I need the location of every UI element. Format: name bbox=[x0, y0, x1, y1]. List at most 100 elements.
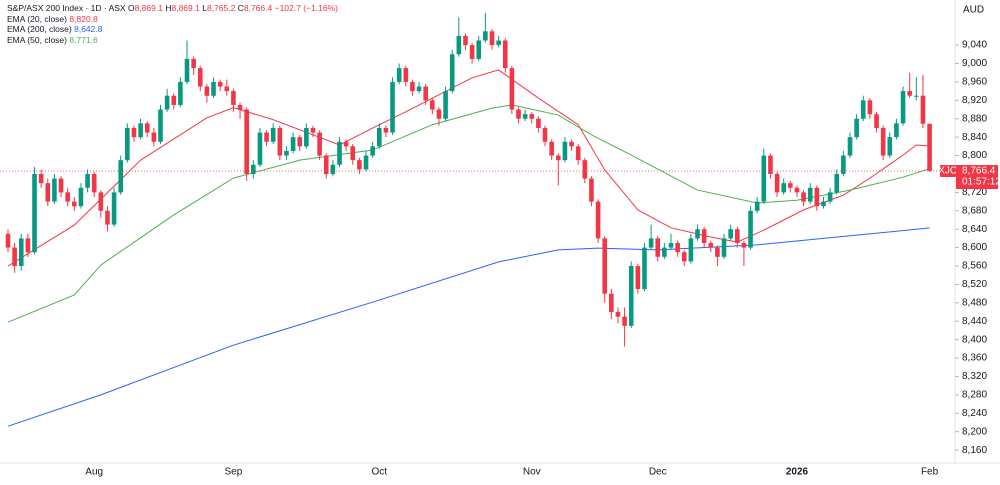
indicator-entry: EMA (50, close) 8,771.6 bbox=[7, 35, 338, 46]
x-tick-label: 2026 bbox=[786, 467, 809, 478]
candle-body bbox=[549, 141, 554, 156]
header-line: S&P/ASX 200 Index · 1D · ASX O8,869.1 H8… bbox=[7, 3, 338, 14]
candle-body bbox=[854, 118, 859, 138]
candle-body bbox=[463, 35, 468, 46]
candle-body bbox=[807, 187, 813, 202]
y-tick-label: 8,640 bbox=[962, 224, 987, 235]
y-tick-label: 8,280 bbox=[962, 390, 987, 401]
candle-body bbox=[880, 127, 886, 156]
x-tick-label: Feb bbox=[921, 467, 939, 478]
candle-body bbox=[582, 160, 588, 179]
candle-body bbox=[516, 109, 521, 119]
ema-line bbox=[7, 69, 930, 267]
candle-body bbox=[436, 109, 442, 119]
candle-body bbox=[814, 187, 820, 207]
indicator-name: EMA (50, close) bbox=[7, 34, 67, 45]
candle-body bbox=[337, 141, 342, 165]
candle-body bbox=[615, 312, 621, 317]
candle-body bbox=[715, 247, 720, 257]
candle-body bbox=[668, 243, 674, 248]
symbol-tag bbox=[940, 165, 956, 178]
candle-body bbox=[542, 127, 548, 142]
candle-body bbox=[52, 178, 57, 202]
candle-body bbox=[423, 86, 428, 101]
candle-body bbox=[927, 123, 932, 172]
candle-body bbox=[290, 137, 296, 151]
candle-body bbox=[270, 127, 276, 142]
price-tag-label: 8,766.4 bbox=[962, 166, 996, 177]
candle-body bbox=[642, 247, 647, 290]
candle-body bbox=[681, 252, 687, 262]
readout-value: 8,766.4 bbox=[243, 3, 273, 13]
candle-body bbox=[65, 192, 70, 202]
y-tick-label: 9,000 bbox=[962, 58, 987, 69]
y-tick-label: 8,560 bbox=[962, 261, 987, 272]
countdown-label: 01:57:12 bbox=[962, 177, 1000, 188]
readout-key: L bbox=[202, 3, 207, 13]
candle-body bbox=[761, 155, 767, 202]
candle-body bbox=[38, 173, 44, 184]
candle-body bbox=[330, 164, 336, 174]
candle-body bbox=[410, 81, 415, 92]
indicator-value: 8,771.6 bbox=[69, 34, 98, 45]
candle-body bbox=[675, 243, 680, 253]
candle-body bbox=[589, 178, 594, 202]
candle-body bbox=[622, 316, 627, 326]
candle-body bbox=[45, 183, 51, 202]
candle-body bbox=[708, 243, 714, 248]
candle-body bbox=[662, 247, 667, 257]
candle-body bbox=[251, 164, 256, 174]
candle-body bbox=[310, 127, 316, 133]
y-tick-label: 8,320 bbox=[962, 371, 987, 382]
candle-body bbox=[522, 114, 528, 119]
candle-body bbox=[317, 132, 322, 156]
readout-key: H bbox=[165, 3, 172, 13]
candle-body bbox=[748, 210, 753, 248]
candle-body bbox=[536, 118, 541, 128]
candle-body bbox=[178, 81, 183, 105]
candle-body bbox=[821, 201, 826, 207]
candle-body bbox=[224, 86, 230, 92]
candle-body bbox=[257, 132, 263, 165]
candle-body bbox=[105, 210, 110, 225]
candle-body bbox=[323, 155, 329, 174]
candle-body bbox=[920, 95, 926, 124]
candle-body bbox=[277, 127, 283, 156]
candle-body bbox=[244, 109, 249, 174]
y-tick-label: 8,520 bbox=[962, 279, 987, 290]
candle-body bbox=[264, 132, 269, 142]
candle-body bbox=[847, 137, 853, 156]
candle-body bbox=[575, 146, 581, 161]
currency-label: AUD bbox=[963, 5, 984, 16]
candle-body bbox=[416, 86, 422, 92]
candle-body bbox=[841, 155, 846, 174]
candle-body bbox=[648, 238, 654, 248]
candle-body bbox=[191, 58, 196, 69]
candle-body bbox=[443, 91, 448, 119]
y-tick-label: 9,040 bbox=[962, 40, 987, 51]
y-tick-label: 8,600 bbox=[962, 242, 987, 253]
candle-body bbox=[430, 100, 435, 110]
indicator-name: EMA (200, close) bbox=[7, 24, 72, 34]
candle-body bbox=[867, 100, 873, 115]
candle-body bbox=[741, 243, 747, 248]
candle-body bbox=[5, 233, 11, 248]
candle-body bbox=[456, 35, 462, 55]
candle-body bbox=[390, 81, 395, 133]
indicator-entry: EMA (20, close) 8,820.8 bbox=[7, 14, 338, 25]
readout-key: O bbox=[127, 3, 135, 13]
candle-body bbox=[396, 68, 402, 82]
candle-body bbox=[297, 137, 303, 147]
candle-body bbox=[529, 114, 535, 119]
candle-body bbox=[58, 178, 64, 193]
indicator-name: EMA (20, close) bbox=[7, 13, 67, 24]
candle-body bbox=[370, 146, 375, 156]
y-tick-label: 8,840 bbox=[962, 132, 987, 143]
readout-value: 8,869.1 bbox=[134, 3, 163, 13]
candle-body bbox=[794, 187, 800, 193]
candle-body bbox=[907, 91, 912, 96]
candle-body bbox=[476, 40, 482, 59]
y-tick-label: 8,800 bbox=[962, 150, 987, 161]
y-tick-label: 8,440 bbox=[962, 316, 987, 327]
